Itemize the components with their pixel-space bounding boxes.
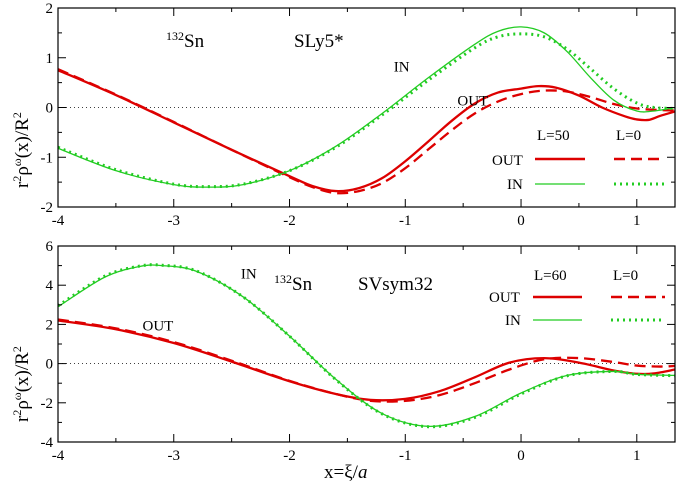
- panel-bottom-legend: L=60 L=0 OUT IN: [489, 268, 665, 329]
- legend-top-header-2: L=0: [616, 128, 641, 144]
- panel-bottom-nucleus: 132Sn: [274, 272, 313, 295]
- panel-top-nucleus-mass: 132: [166, 29, 184, 43]
- legend-bottom-header-1: L=60: [534, 268, 567, 284]
- y-axis-label-bottom: r2ρω(x)/R2: [10, 346, 33, 422]
- y-tick-label-bottom: 0: [46, 357, 54, 373]
- annotation-in-top: IN: [394, 60, 410, 76]
- x-tick-label-top: -1: [399, 213, 412, 229]
- y-tick-label-bottom: -2: [41, 396, 54, 412]
- annotation-in-bottom: IN: [241, 266, 257, 282]
- x-tick-label-bottom: -3: [168, 448, 181, 464]
- y-tick-label-top: -2: [41, 200, 54, 216]
- y-tick-label-top: -1: [41, 150, 54, 166]
- panel-bottom-nucleus-symbol: Sn: [292, 274, 313, 295]
- x-axis-label: x=ξ/a: [324, 462, 367, 483]
- panel-top: -4 -3 -2 -1 0 1 -2 -1 0 1 2 132Sn SLy5* IN OUT L=50…: [41, 1, 676, 229]
- x-tick-label-bottom: -4: [52, 448, 65, 464]
- series-top-in-l-50: [58, 26, 675, 188]
- series-bottom-out-l-0: [58, 318, 675, 403]
- y-tick-label-bottom: 6: [46, 239, 54, 255]
- x-tick-label-top: 1: [633, 213, 641, 229]
- y-tick-label-bottom: 2: [46, 317, 54, 333]
- panel-top-force: SLy5*: [294, 31, 344, 52]
- series-top-out-l-50: [58, 69, 675, 193]
- panel-top-ticks: -4 -3 -2 -1 0 1 -2 -1 0 1 2: [41, 1, 675, 229]
- x-tick-label-bottom: -1: [399, 448, 412, 464]
- panel-bottom-series: [58, 263, 675, 429]
- x-tick-label-bottom: -2: [283, 448, 296, 464]
- annotation-out-bottom: OUT: [143, 318, 174, 334]
- panel-bottom: -4 -3 -2 -1 0 1 -4 -2 0 2 4 6 132Sn SVsym32 IN OUT L…: [41, 239, 676, 464]
- legend-bottom-row-in: IN: [505, 313, 521, 329]
- y-tick-label-bottom: -4: [41, 435, 54, 451]
- y-tick-label-top: 1: [46, 51, 54, 67]
- x-tick-label-bottom: 0: [517, 448, 525, 464]
- panel-bottom-ticks: -4 -3 -2 -1 0 1 -4 -2 0 2 4 6: [41, 239, 675, 464]
- panel-bottom-nucleus-mass: 132: [274, 272, 292, 286]
- panel-top-nucleus-symbol: Sn: [184, 31, 205, 52]
- panel-top-series: [58, 26, 675, 195]
- y-tick-label-top: 0: [46, 101, 54, 117]
- annotation-out-top: OUT: [457, 94, 488, 110]
- panel-bottom-force: SVsym32: [358, 274, 433, 295]
- y-axis-label-top: r2ρω(x)/R2: [10, 112, 33, 188]
- y-tick-label-bottom: 4: [46, 278, 54, 294]
- x-tick-label-top: -4: [52, 213, 65, 229]
- y-tick-label-top: 2: [46, 1, 54, 17]
- series-bottom-in-l-0: [58, 263, 675, 429]
- panel-top-nucleus: 132Sn: [166, 29, 205, 52]
- legend-bottom-header-2: L=0: [613, 268, 638, 284]
- series-top-in-l-0: [58, 32, 675, 189]
- x-tick-label-top: -2: [283, 213, 296, 229]
- x-tick-label-top: 0: [517, 213, 525, 229]
- panel-top-legend: L=50 L=0 OUT IN: [492, 128, 665, 193]
- legend-bottom-row-out: OUT: [489, 290, 520, 306]
- panel-top-annotations: IN OUT: [394, 60, 488, 110]
- legend-top-header-1: L=50: [537, 128, 570, 144]
- legend-top-row-in: IN: [507, 177, 523, 193]
- series-top-out-l-0: [58, 68, 675, 195]
- x-tick-label-bottom: 1: [633, 448, 641, 464]
- panel-bottom-annotations: IN OUT: [143, 266, 257, 334]
- legend-top-row-out: OUT: [492, 153, 523, 169]
- x-tick-label-top: -3: [168, 213, 181, 229]
